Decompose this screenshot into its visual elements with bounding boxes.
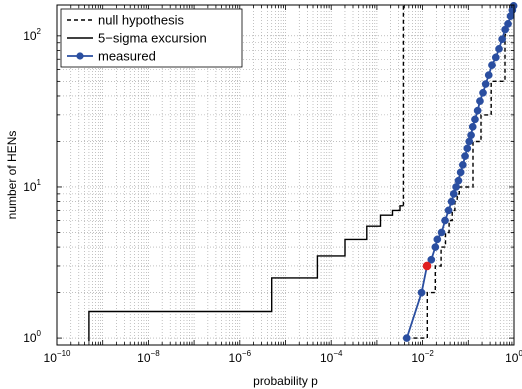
series-line: [413, 5, 515, 339]
series-point: [441, 216, 449, 225]
y-tick-label: 100: [23, 329, 41, 345]
series-point: [479, 88, 487, 97]
series-point: [431, 243, 440, 251]
y-tick-label: 101: [23, 178, 41, 194]
legend-label: measured: [98, 49, 156, 64]
legend-marker: [76, 52, 84, 60]
series-point: [456, 168, 465, 177]
series-point: [433, 235, 442, 244]
x-tick-label: 10−6: [229, 349, 252, 365]
x-tick-label: 100: [505, 349, 522, 365]
series-point: [476, 97, 484, 105]
x-tick-label: 10−10: [44, 349, 71, 365]
series-point: [454, 176, 463, 185]
series-point: [471, 115, 479, 124]
series-point: [481, 80, 490, 88]
series-point: [468, 122, 477, 131]
series-point: [491, 53, 500, 62]
legend-label: null hypothesis: [98, 13, 184, 28]
series-layer: [88, 1, 518, 342]
highlight-point: [422, 261, 432, 271]
x-axis-label: probability p: [253, 374, 318, 388]
series-point: [444, 206, 453, 215]
series-point: [459, 161, 467, 169]
series-point: [463, 144, 472, 153]
x-tick-label: 10−2: [411, 349, 434, 365]
series-point: [498, 35, 506, 44]
series-point: [427, 255, 436, 264]
legend-box: [60, 8, 243, 68]
x-tick-label: 10−4: [320, 349, 343, 365]
series-point: [447, 197, 456, 206]
series-point: [449, 190, 458, 198]
series-point: [437, 228, 446, 237]
series-point: [461, 152, 469, 160]
ticks: 10−10 10−8 10−6 10−4 10−2 100 100 101 102: [23, 5, 522, 365]
series-line: [88, 205, 404, 342]
series-point: [467, 131, 475, 140]
series-point: [402, 334, 411, 342]
y-axis-label: number of HENs: [5, 131, 19, 220]
x-tick-label: 10−8: [137, 349, 160, 365]
series-point: [504, 20, 512, 28]
y-tick-label: 102: [23, 27, 41, 43]
legend-label: 5−sigma excursion: [98, 31, 207, 46]
legend: null hypothesis 5−sigma excursion measured: [60, 8, 243, 68]
series-point: [417, 288, 426, 297]
series-point: [484, 71, 493, 79]
series-point: [473, 106, 482, 115]
series-point: [488, 61, 496, 69]
series-point: [495, 45, 503, 53]
